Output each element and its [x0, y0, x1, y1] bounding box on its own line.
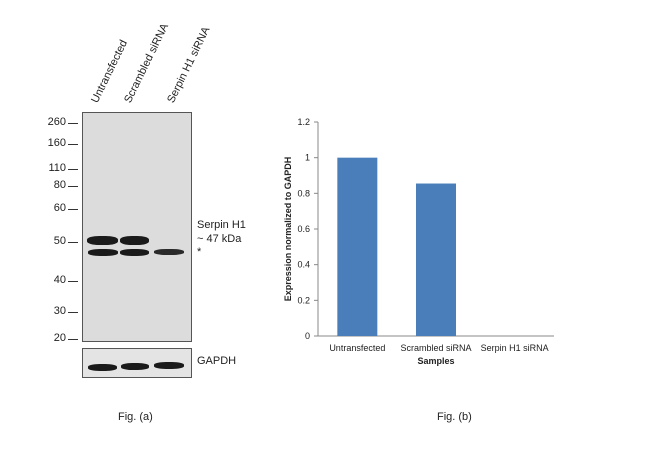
y-tick-label: 0.6 [297, 224, 310, 234]
mw-tick [68, 209, 78, 210]
y-tick-label: 0.2 [297, 295, 310, 305]
target-size-label: ~ 47 kDa [197, 233, 242, 245]
x-tick-label: Untransfected [329, 343, 385, 353]
figure-a-caption: Fig. (a) [118, 411, 153, 423]
chart-bars [337, 157, 456, 336]
nonspecific-band-mark: * [197, 246, 202, 258]
mw-marker-40: 40 [53, 274, 66, 286]
x-axis-label: Samples [417, 356, 454, 366]
mw-marker-160: 160 [47, 137, 66, 149]
mw-marker-110: 110 [48, 162, 66, 174]
y-tick-label: 1 [305, 153, 310, 163]
y-tick-label: 1.2 [297, 117, 310, 127]
target-label: Serpin H1 [197, 219, 246, 231]
y-tick-label: 0 [305, 331, 310, 341]
bar-0 [337, 157, 378, 336]
y-tick-label: 0.8 [297, 188, 310, 198]
mw-tick [68, 339, 78, 340]
x-tick-label: Serpin H1 siRNA [481, 343, 549, 353]
band-untransfected-lower [88, 249, 118, 256]
mw-marker-80: 80 [53, 179, 66, 191]
band-untransfected-upper [87, 236, 118, 245]
mw-marker-30: 30 [53, 305, 66, 317]
mw-tick [68, 123, 78, 124]
band-serpin-lower [154, 249, 184, 255]
loading-control-label: GAPDH [197, 355, 237, 367]
y-axis-label: Expression normalized to GAPDH [283, 157, 293, 302]
band-scrambled-lower [120, 249, 149, 256]
mw-tick [68, 281, 78, 282]
mw-tick [68, 186, 78, 187]
mw-marker-260: 260 [47, 116, 66, 128]
bar-1 [416, 183, 456, 336]
mw-tick [68, 144, 78, 145]
mw-marker-20: 20 [53, 332, 66, 344]
mw-tick [68, 169, 78, 170]
gapdh-band-scrambled [121, 363, 149, 370]
y-tick-label: 0.4 [297, 260, 310, 270]
mw-tick [68, 242, 78, 243]
gapdh-band-untransfected [88, 364, 117, 371]
band-scrambled-upper [120, 236, 149, 245]
mw-marker-50: 50 [53, 235, 66, 247]
gapdh-band-serpin [154, 362, 184, 369]
chart-labels: 0 0.2 0.4 0.6 0.8 1 1.2 Untransfected Scrambled … [283, 117, 549, 366]
mw-marker-60: 60 [53, 202, 66, 214]
x-tick-label: Scrambled siRNA [400, 343, 471, 353]
mw-tick [68, 312, 78, 313]
main-blot-membrane [82, 112, 192, 342]
figure-b-caption: Fig. (b) [437, 411, 472, 423]
